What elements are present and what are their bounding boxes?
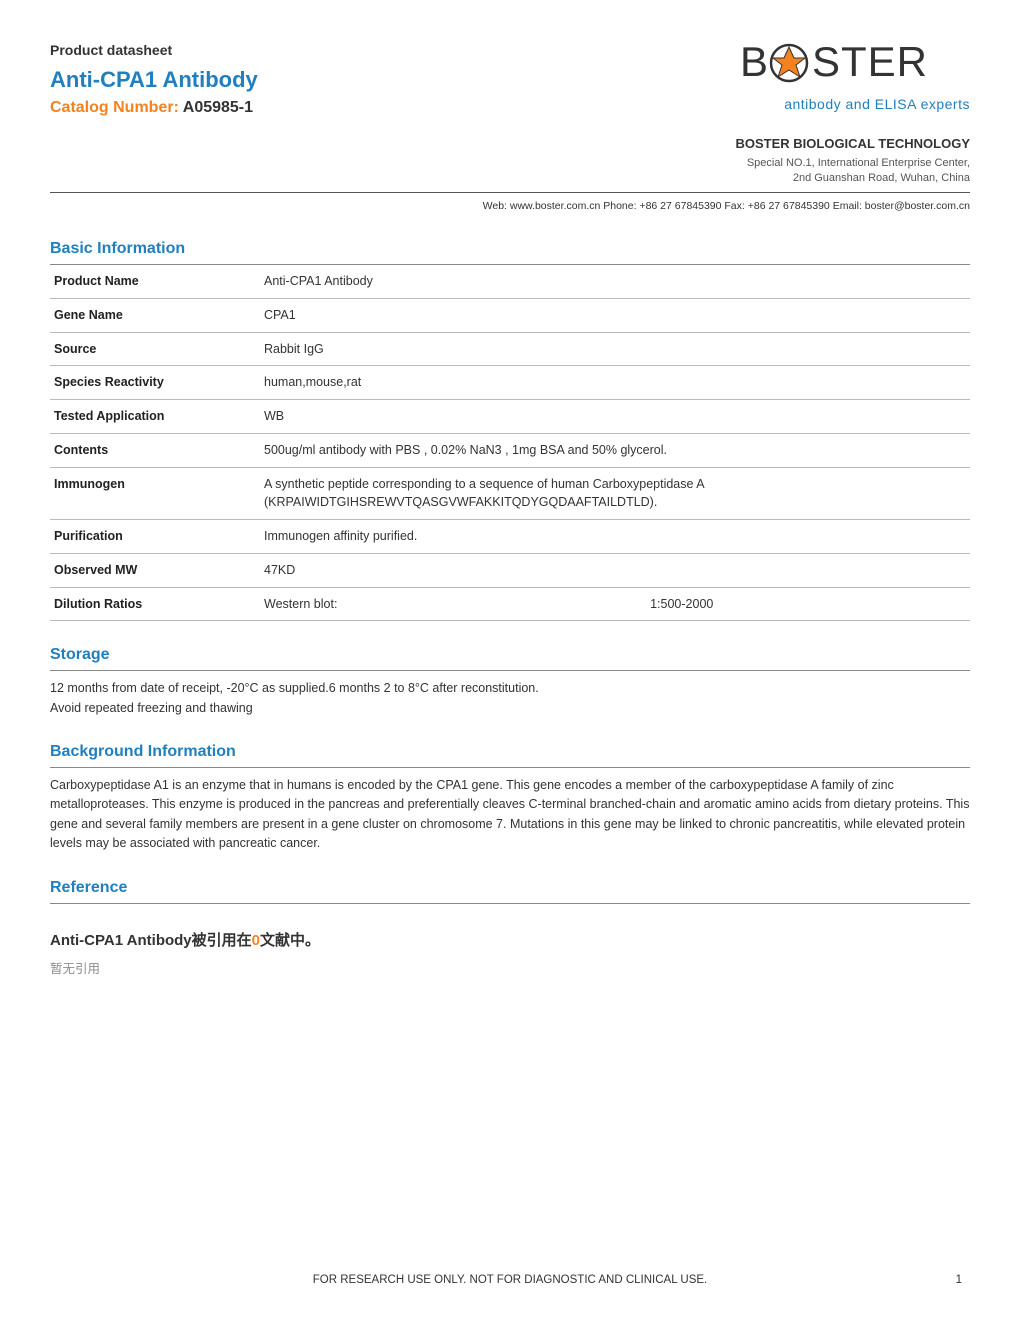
reference-heading-cn-suffix: 文献中。 [260,932,320,949]
table-cell-label: Product Name [50,265,260,298]
company-block: BOSTER BIOLOGICAL TECHNOLOGY Special NO.… [50,134,970,186]
table-cell-label: Contents [50,433,260,467]
divider-top [50,192,970,193]
catalog-label: Catalog Number: [50,99,179,116]
logo-letter-b: B [740,40,768,85]
footer-page-number: 1 [956,1272,962,1289]
dilution-label: Dilution Ratios [50,587,260,621]
boster-logo-icon: B STER [740,40,970,86]
table-row: Contents500ug/ml antibody with PBS , 0.0… [50,433,970,467]
table-cell-label: Species Reactivity [50,366,260,400]
header-left: Product datasheet Anti-CPA1 Antibody Cat… [50,40,740,120]
table-cell-value: Rabbit IgG [260,332,970,366]
logo-emblem-icon [771,45,807,81]
table-row-dilution: Dilution Ratios Western blot: 1:500-2000 [50,587,970,621]
table-row: ImmunogenA synthetic peptide correspondi… [50,467,970,520]
table-cell-label: Source [50,332,260,366]
table-cell-value: 47KD [260,553,970,587]
storage-body: 12 months from date of receipt, -20°C as… [50,679,970,718]
reference-heading-count: 0 [252,932,260,949]
table-row: Tested ApplicationWB [50,400,970,434]
table-cell-value: WB [260,400,970,434]
catalog-line: Catalog Number: A05985-1 [50,96,740,120]
table-row: SourceRabbit IgG [50,332,970,366]
table-cell-value: CPA1 [260,298,970,332]
reference-heading-cn-prefix: 被引用在 [192,932,252,949]
table-row: Species Reactivityhuman,mouse,rat [50,366,970,400]
contact-line: Web: www.boster.com.cn Phone: +86 27 678… [50,199,970,215]
datasheet-label: Product datasheet [50,40,740,61]
table-cell-value: Anti-CPA1 Antibody [260,265,970,298]
footer: FOR RESEARCH USE ONLY. NOT FOR DIAGNOSTI… [0,1272,1020,1289]
table-cell-label: Tested Application [50,400,260,434]
section-title-reference: Reference [50,876,970,904]
logo-letters-ster: STER [812,40,928,85]
reference-none: 暂无引用 [50,960,970,979]
dilution-method: Western blot: [264,595,650,614]
section-title-storage: Storage [50,643,970,671]
background-body: Carboxypeptidase A1 is an enzyme that in… [50,776,970,854]
reference-heading-row: Anti-CPA1 Antibody被引用在0文献中。 [50,930,970,953]
logo-tagline: antibody and ELISA experts [740,94,970,115]
dilution-value-cell: Western blot: 1:500-2000 [260,588,970,621]
company-address: Special NO.1, International Enterprise C… [50,156,970,187]
dilution-ratio: 1:500-2000 [650,595,966,614]
logo-block: B STER antibody and ELISA experts [740,40,970,115]
table-cell-label: Gene Name [50,298,260,332]
basic-info-table: Product NameAnti-CPA1 AntibodyGene NameC… [50,265,970,621]
table-row: Product NameAnti-CPA1 Antibody [50,265,970,298]
reference-heading: Anti-CPA1 Antibody被引用在0文献中。 [50,930,320,953]
company-name: BOSTER BIOLOGICAL TECHNOLOGY [50,134,970,154]
table-row: Gene NameCPA1 [50,298,970,332]
table-cell-label: Observed MW [50,553,260,587]
company-addr-line2: 2nd Guanshan Road, Wuhan, China [793,172,970,184]
reference-heading-product: Anti-CPA1 Antibody [50,932,192,949]
table-cell-value: 500ug/ml antibody with PBS , 0.02% NaN3 … [260,433,970,467]
company-addr-line1: Special NO.1, International Enterprise C… [747,157,970,169]
table-cell-value: A synthetic peptide corresponding to a s… [260,467,970,520]
table-cell-label: Immunogen [50,467,260,520]
product-title: Anti-CPA1 Antibody [50,63,740,96]
catalog-number: A05985-1 [179,99,253,116]
table-cell-value: Immunogen affinity purified. [260,520,970,554]
table-cell-label: Purification [50,520,260,554]
footer-disclaimer: FOR RESEARCH USE ONLY. NOT FOR DIAGNOSTI… [313,1274,707,1286]
table-row: PurificationImmunogen affinity purified. [50,520,970,554]
header: Product datasheet Anti-CPA1 Antibody Cat… [50,40,970,120]
section-title-background: Background Information [50,740,970,768]
table-cell-value: human,mouse,rat [260,366,970,400]
section-title-basic-info: Basic Information [50,237,970,265]
table-row: Observed MW47KD [50,553,970,587]
